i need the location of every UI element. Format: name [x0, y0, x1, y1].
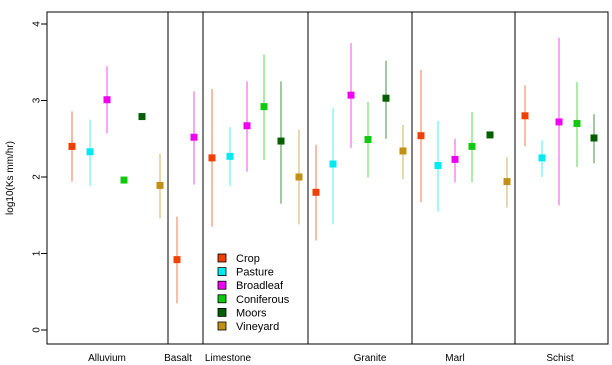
legend-swatch: [217, 267, 227, 277]
legend-swatch: [217, 253, 227, 263]
data-point: [312, 188, 320, 196]
y-axis-title: log10(Ks mm/hr): [5, 141, 16, 215]
legend-label: Crop: [236, 253, 260, 265]
plot-frame: [46, 11, 609, 345]
data-point: [382, 94, 390, 102]
data-point: [295, 173, 303, 181]
x-tick-label: Schist: [546, 353, 573, 364]
data-point: [138, 113, 146, 121]
data-point: [86, 148, 94, 156]
group-dividers: [167, 12, 516, 344]
legend-label: Broadleaf: [236, 280, 284, 292]
data-point: [434, 162, 442, 170]
data-point: [399, 147, 407, 155]
data-point: [590, 134, 598, 142]
data-point: [208, 154, 216, 162]
y-tick-label: 2: [32, 174, 43, 180]
x-tick-label: Limestone: [205, 353, 252, 364]
legend-label: Pasture: [236, 267, 274, 279]
y-axis: 0 1 2 3 4: [32, 21, 47, 333]
y-tick-label: 1: [32, 250, 43, 256]
y-tick-label: 0: [32, 327, 43, 333]
data-point: [68, 142, 76, 150]
x-tick-label: Alluvium: [88, 353, 126, 364]
data-point: [329, 160, 337, 168]
data-point: [190, 133, 198, 141]
legend-swatch: [217, 321, 227, 331]
legend-label: Vineyard: [236, 321, 279, 333]
legend-swatch: [217, 280, 227, 290]
legend-swatch: [217, 294, 227, 304]
x-tick-label: Basalt: [164, 353, 192, 364]
y-tick-label: 3: [32, 97, 43, 103]
data-point: [451, 155, 459, 163]
data-point: [364, 136, 372, 144]
data-point: [173, 256, 181, 264]
legend-label: Moors: [236, 307, 267, 319]
x-tick-label: Marl: [445, 353, 464, 364]
data-point: [417, 132, 425, 140]
legend-label: Coniferous: [236, 294, 290, 306]
y-tick-label: 4: [32, 21, 43, 27]
data-point: [347, 91, 355, 99]
x-tick-label: Granite: [354, 353, 387, 364]
data-point: [521, 112, 529, 120]
x-axis-labels: Alluvium Basalt Limestone Granite Marl Schist: [88, 353, 574, 364]
data-point: [120, 176, 128, 184]
data-point: [555, 118, 563, 126]
data-point: [486, 131, 494, 139]
data-point: [103, 96, 111, 104]
data-point: [226, 152, 234, 160]
data-marks: [68, 37, 598, 304]
data-point: [156, 181, 164, 189]
legend-swatch: [217, 307, 227, 317]
data-point: [538, 154, 546, 162]
data-point: [573, 119, 581, 127]
data-point: [260, 103, 268, 111]
data-point: [468, 142, 476, 150]
data-point: [243, 122, 251, 130]
data-point: [277, 137, 285, 145]
data-point: [503, 178, 511, 186]
